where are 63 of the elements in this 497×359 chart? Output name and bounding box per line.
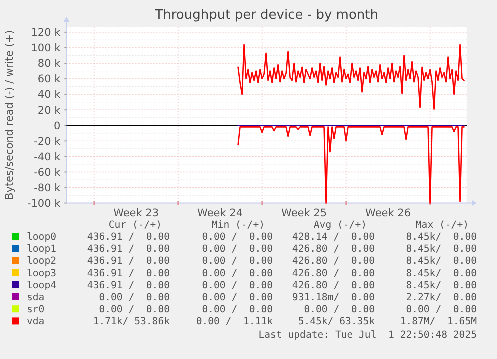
text: 1.87M/ 1.65M — [400, 316, 478, 328]
y-tick-label: 60 k — [38, 74, 62, 86]
y-tick-label: -100 k — [27, 198, 62, 210]
text: 2.27k/ 0.00 — [406, 292, 478, 304]
text: 8.45k/ 0.00 — [406, 244, 478, 256]
text: Min (-/+) — [212, 220, 265, 231]
text: 0.00 / 0.00 — [202, 304, 274, 316]
text: 426.80 / 0.00 — [292, 280, 376, 292]
legend-label: sda — [27, 292, 45, 304]
text: 0.00 / 0.00 — [202, 292, 274, 304]
legend-label: loop3 — [27, 268, 57, 280]
x-tick-label: Week 24 — [198, 207, 244, 220]
text: 426.80 / 0.00 — [292, 268, 376, 280]
text: Max (-/+) — [416, 220, 469, 231]
chart-title: Throughput per device - by month — [154, 8, 379, 23]
y-tick-label: 0 — [54, 120, 61, 132]
text: 1.71k/ 53.86k — [93, 316, 170, 328]
text: 8.45k/ 0.00 — [406, 280, 478, 292]
y-tick-label: -80 k — [34, 182, 62, 194]
text: 0.00 / 0.00 — [202, 244, 274, 256]
y-tick-label: -60 k — [34, 166, 62, 179]
x-tick-label: Week 25 — [282, 207, 328, 220]
x-tick-label: Week 23 — [114, 207, 160, 220]
legend-label: loop1 — [27, 244, 57, 256]
legend-label: loop0 — [27, 232, 57, 243]
text: 0.00 / 0.00 — [406, 304, 478, 316]
text: 931.18m/ 0.00 — [292, 292, 376, 304]
text: 436.91 / 0.00 — [87, 232, 170, 243]
y-tick-label: -20 k — [34, 136, 62, 148]
text: 0.00 / 0.00 — [99, 292, 170, 304]
text: 8.45k/ 0.00 — [406, 256, 478, 268]
text: 0.00 / 1.11k — [196, 316, 274, 328]
text: 436.91 / 0.00 — [87, 244, 170, 256]
legend-label: loop2 — [27, 256, 57, 268]
text: 436.91 / 0.00 — [87, 280, 170, 292]
text: 0.00 / 0.00 — [202, 232, 274, 243]
text: 0.00 / 0.00 — [202, 280, 274, 292]
x-tick-label: Week 26 — [366, 207, 412, 220]
y-tick-label: -40 k — [34, 151, 62, 164]
legend-label: vda — [27, 316, 45, 328]
text: 436.91 / 0.00 — [87, 268, 170, 280]
y-tick-label: 40 k — [38, 89, 62, 102]
y-tick-label: 80 k — [38, 58, 62, 70]
text: Cur (-/+) — [108, 220, 162, 231]
text: 428.14 / 0.00 — [292, 232, 376, 243]
y-axis-title: Bytes/second read (-) / write (+) — [4, 30, 16, 200]
text: 0.00 / 0.00 — [202, 256, 274, 268]
text: 0.00 / 0.00 — [99, 304, 170, 316]
text: Last update: Tue Jul 1 22:50:48 2025 — [258, 330, 478, 341]
legend-label: loop4 — [27, 280, 57, 292]
text: Avg (-/+) — [314, 220, 367, 231]
y-tick-label: 120 k — [31, 27, 62, 40]
text: 436.91 / 0.00 — [87, 256, 170, 268]
text: 8.45k/ 0.00 — [406, 268, 478, 280]
y-tick-label: 20 k — [38, 104, 62, 117]
y-tick-label: 100 k — [31, 42, 62, 55]
legend-label: sr0 — [27, 304, 45, 316]
text: 0.00 / 0.00 — [304, 304, 376, 316]
text: 5.45k/ 63.35k — [298, 316, 376, 328]
text: 0.00 / 0.00 — [202, 268, 274, 280]
text: 426.80 / 0.00 — [292, 244, 376, 256]
text: 8.45k/ 0.00 — [406, 232, 478, 243]
text: 426.80 / 0.00 — [292, 256, 376, 268]
